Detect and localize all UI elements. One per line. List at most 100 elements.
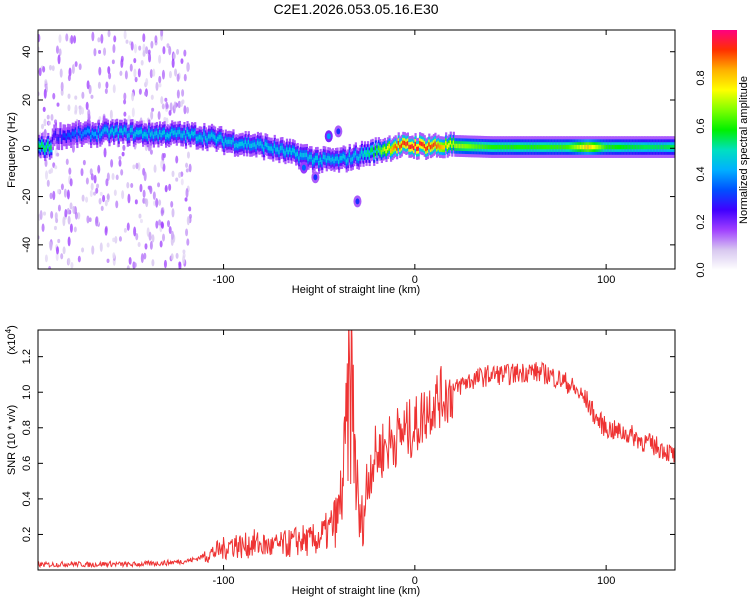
spectrogram-band-cell — [105, 127, 108, 132]
spectrogram-band-cell — [445, 141, 448, 146]
spectrogram-band-cell — [314, 155, 318, 161]
spectrogram-noise-cell — [140, 253, 144, 264]
spectrogram-noise-cell — [81, 194, 85, 202]
spectrogram-band-cell — [91, 130, 94, 136]
spectrogram-band-cell — [111, 127, 114, 133]
spectrogram-band-cell — [259, 141, 263, 146]
spectrogram-noise-cell — [143, 171, 147, 182]
spectrogram-band-cell — [435, 144, 439, 149]
spectrogram-band-cell — [310, 154, 313, 160]
spectrogram-band-cell — [200, 135, 203, 140]
spectrogram-noise-cell — [106, 242, 110, 248]
spectrogram-band-cell — [446, 144, 449, 149]
spectrogram-noise-cell — [144, 243, 148, 250]
spectrogram-band-cell — [154, 131, 157, 136]
spectrogram-noise-cell — [118, 155, 122, 161]
spectrogram-band-cell — [125, 128, 128, 133]
spectrogram-noise-cell — [131, 91, 135, 102]
spectrogram-noise-cell — [62, 246, 66, 255]
spectrogram-noise-cell — [123, 92, 127, 101]
spectrogram-band-cell — [596, 144, 599, 150]
y-tick-label: -40 — [21, 237, 33, 253]
spectrogram-noise-cell — [93, 191, 97, 196]
y-tick-label: -20 — [21, 189, 33, 205]
spectrogram-band-cell — [290, 150, 293, 155]
spectrogram-noise-cell — [43, 211, 47, 216]
spectrogram-noise-cell — [104, 199, 108, 207]
y-tick-label: 0.8 — [21, 420, 33, 435]
spectrogram-noise-cell — [184, 197, 188, 202]
spectrogram-band-cell — [126, 133, 129, 139]
spectrogram-noise-cell — [97, 81, 101, 89]
spectrogram-noise-cell — [160, 160, 164, 169]
spectrogram-noise-cell — [168, 110, 172, 116]
spectrogram-noise-cell — [52, 190, 56, 201]
spectrogram-noise-cell — [170, 201, 174, 208]
spectrogram-band-cell — [258, 141, 261, 147]
spectrogram-noise-cell — [140, 59, 144, 66]
spectrogram-noise-cell — [175, 252, 179, 259]
spectrogram-noise-cell — [138, 88, 142, 95]
spectrogram-band-cell — [389, 148, 393, 154]
spectrogram-band-cell — [152, 134, 155, 139]
spectrogram-band-cell — [648, 144, 651, 150]
spectrogram-band-cell — [564, 144, 567, 150]
spectrogram-band-cell — [65, 135, 68, 141]
spectrogram-band-cell — [178, 129, 181, 134]
spectrogram-blob-core — [336, 128, 341, 135]
spectrogram-band-cell — [108, 133, 111, 138]
spectrogram-noise-cell — [104, 88, 108, 94]
spectrogram-noise-cell — [81, 91, 85, 99]
spectrogram-noise-cell — [183, 73, 187, 82]
spectrogram-noise-cell — [53, 225, 57, 231]
spectrogram-band-cell — [67, 132, 70, 137]
spectrogram-noise-cell — [176, 48, 180, 55]
spectrogram-band-cell — [362, 153, 365, 159]
spectrogram-noise-cell — [162, 46, 166, 55]
spectrogram-band-cell — [223, 142, 226, 147]
spectrogram-band-cell — [650, 144, 653, 150]
spectrogram-band-cell — [57, 136, 61, 142]
spectrogram-band-cell — [388, 144, 391, 149]
spectrogram-noise-cell — [124, 70, 128, 80]
spectrogram-noise-cell — [56, 152, 60, 157]
spectrogram-band-cell — [327, 155, 330, 161]
spectrogram-noise-cell — [113, 189, 117, 196]
spectrogram-band-cell — [575, 144, 578, 150]
spectrogram-band-cell — [302, 153, 305, 158]
spectrogram-noise-cell — [107, 30, 111, 38]
spectrogram-band-cell — [276, 147, 279, 152]
spectrogram-band-cell — [135, 129, 139, 135]
spectrogram-band-cell — [321, 159, 324, 165]
spectrogram-noise-cell — [96, 183, 100, 189]
spectrogram-band-cell — [143, 131, 146, 137]
spectrogram-band-cell — [640, 144, 644, 150]
spectrogram-noise-cell — [112, 252, 116, 259]
spectrogram-noise-cell — [67, 257, 71, 265]
spectrogram-noise-cell — [74, 104, 78, 114]
spectrogram-band-cell — [293, 148, 296, 154]
spectrogram-band-cell — [71, 131, 74, 136]
spectrogram-noise-cell — [100, 205, 104, 212]
spectrogram-noise-cell — [73, 35, 77, 44]
spectrogram-band-cell — [292, 147, 295, 153]
spectrogram-noise-cell — [55, 45, 59, 54]
spectrogram-band-cell — [256, 140, 260, 145]
spectrogram-band-cell — [158, 129, 162, 135]
spectrogram-noise-cell — [185, 168, 189, 173]
spectrogram-band-cell — [425, 146, 428, 152]
spectrogram-noise-cell — [112, 44, 116, 54]
spectrogram-band-cell — [198, 134, 201, 140]
spectrogram-noise-cell — [137, 68, 141, 78]
spectrogram-band-cell — [149, 132, 152, 137]
spectrogram-noise-cell — [163, 116, 167, 123]
spectrogram-band-cell — [148, 128, 151, 133]
spectrogram-band-cell — [229, 139, 232, 144]
spectrogram-noise-cell — [176, 89, 180, 99]
spectrogram-band-cell — [512, 144, 515, 150]
spectrogram-noise-cell — [56, 246, 60, 255]
spectrogram-noise-cell — [67, 236, 71, 247]
spectrogram-noise-cell — [38, 67, 42, 77]
spectrogram-band-cell — [383, 146, 387, 151]
spectrogram-band-cell — [97, 128, 100, 133]
